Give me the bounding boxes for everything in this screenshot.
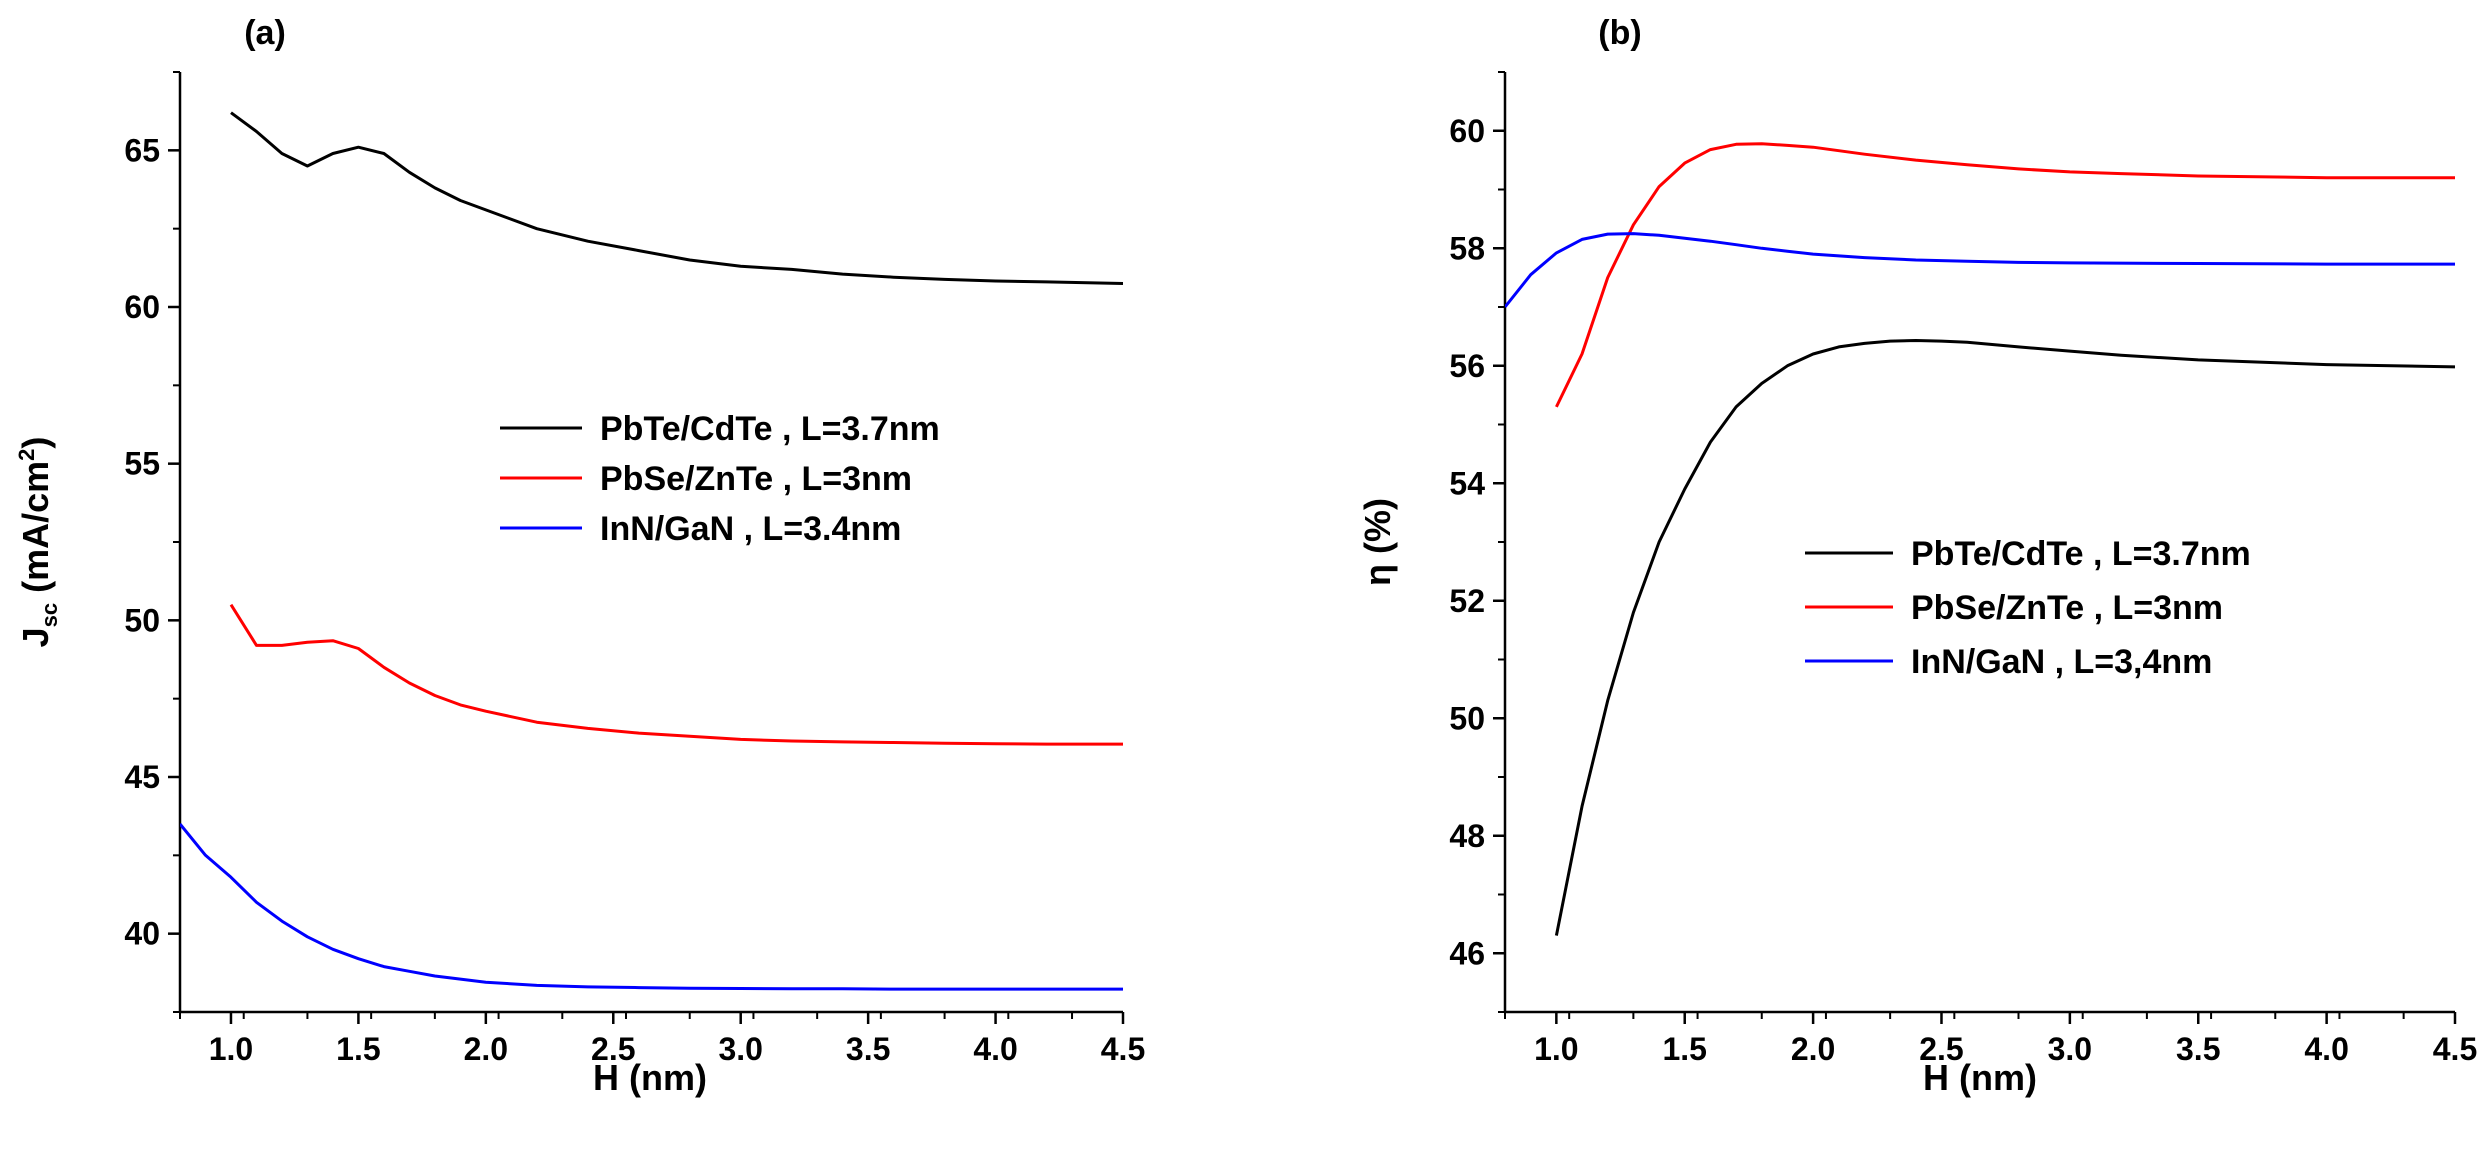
legend-label: InN/GaN , L=3,4nm: [1911, 643, 2212, 681]
y-tick-label: 56: [1449, 348, 1485, 384]
legend-label: PbSe/ZnTe , L=3nm: [600, 460, 912, 498]
series-line-1: [1554, 339, 2455, 936]
x-tick-label: 2.5: [1919, 1031, 1963, 1067]
x-axis-title: H (nm): [1923, 1057, 2037, 1098]
legend-label: PbTe/CdTe , L=3.7nm: [600, 410, 940, 448]
y-tick-label: 48: [1449, 818, 1485, 854]
y-tick-label: 52: [1449, 583, 1485, 619]
x-tick-label: 4.5: [1101, 1031, 1145, 1067]
x-tick-label: 2.5: [591, 1031, 635, 1067]
x-tick-label: 1.5: [336, 1031, 380, 1067]
x-tick-label: 2.0: [1791, 1031, 1835, 1067]
x-tick-label: 4.0: [2304, 1031, 2348, 1067]
legend: PbTe/CdTe , L=3.7nm PbSe/ZnTe , L=3nm InN/…: [1805, 535, 2251, 681]
x-tick-label: 3.5: [846, 1031, 890, 1067]
legend-label: InN/GaN , L=3.4nm: [600, 510, 901, 548]
x-tick-label: 1.5: [1662, 1031, 1706, 1067]
panel-label: (a): [244, 14, 286, 52]
x-tick-label: 4.0: [973, 1031, 1017, 1067]
y-tick-label: 60: [124, 289, 160, 325]
y-tick-label: 58: [1449, 230, 1485, 266]
y-tick-label: 50: [1449, 700, 1485, 736]
chart-panel-b: 1.0 1.5 2.0 2.5 3.0 3.5 4.0 4.5 46 48 50 52 54 56 58 60…: [1357, 14, 2477, 1098]
legend-label: PbSe/ZnTe , L=3nm: [1911, 589, 2223, 627]
y-axis-title: η (%): [1357, 498, 1398, 586]
series-line-2: [1555, 142, 2455, 408]
x-tick-label: 1.0: [1534, 1031, 1578, 1067]
y-tick-label: 60: [1449, 113, 1485, 149]
y-tick-label: 65: [124, 132, 160, 168]
x-axis-title: H (nm): [593, 1057, 707, 1098]
series-line-1: [230, 111, 1123, 285]
y-tick-label: 46: [1449, 935, 1485, 971]
y-tick-label: 40: [124, 916, 160, 952]
panel-label: (b): [1598, 14, 1641, 52]
legend-label: PbTe/CdTe , L=3.7nm: [1911, 535, 2251, 573]
x-tick-label: 3.0: [2048, 1031, 2092, 1067]
y-tick-label: 54: [1449, 465, 1485, 501]
y-tick-label: 55: [124, 446, 160, 482]
series-line-2: [229, 603, 1123, 746]
chart-panel-a: 1.0 1.5 2.0 2.5 3.0 3.5 4.0 4.5 40 45 50 55 60 65 (a) H…: [14, 14, 1145, 1098]
y-tick-label: 45: [124, 759, 160, 795]
x-tick-label: 2.0: [464, 1031, 508, 1067]
series-line-3: [1505, 232, 2455, 308]
x-tick-label: 3.5: [2176, 1031, 2220, 1067]
y-axis-title: Jsc (mA/cm2): [14, 437, 62, 648]
x-tick-label: 4.5: [2433, 1031, 2477, 1067]
x-tick-label: 1.0: [209, 1031, 253, 1067]
y-tick-label: 50: [124, 602, 160, 638]
series-line-3: [180, 823, 1123, 991]
legend: PbTe/CdTe , L=3.7nm PbSe/ZnTe , L=3nm InN/…: [500, 410, 940, 548]
x-tick-label: 3.0: [718, 1031, 762, 1067]
